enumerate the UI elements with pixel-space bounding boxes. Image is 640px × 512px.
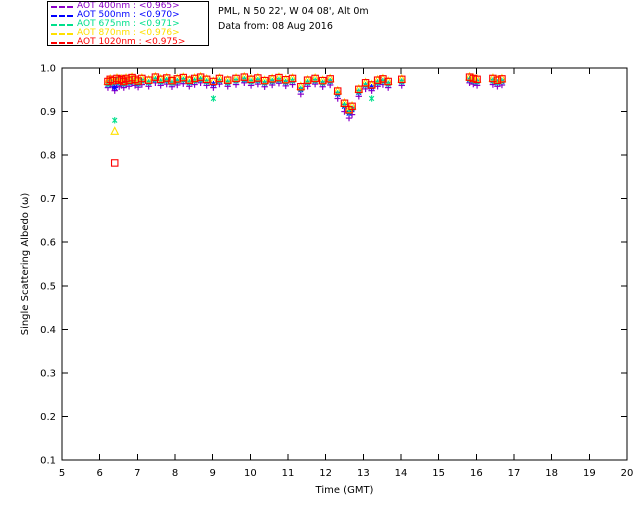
legend-line-swatch [51,14,73,17]
legend-line-swatch [51,32,73,35]
header-info: PML, N 50 22', W 04 08', Alt 0m Data fro… [218,4,369,34]
svg-text:0.6: 0.6 [40,238,56,249]
svg-text:0.4: 0.4 [40,325,56,336]
svg-text:10: 10 [244,468,257,479]
legend-line-swatch [51,5,73,8]
axis-ticks [61,67,628,461]
svg-text:6: 6 [96,468,102,479]
plot-axes [61,67,628,461]
svg-text:5: 5 [59,468,65,479]
svg-text:20: 20 [621,468,634,479]
svg-text:9: 9 [209,468,215,479]
svg-text:0.2: 0.2 [40,412,56,423]
legend-item: AOT 870nm : <0.976> [48,29,208,38]
site-location-line: PML, N 50 22', W 04 08', Alt 0m [218,6,369,17]
series-aot-1020nm [104,73,506,167]
svg-text:0.7: 0.7 [40,194,56,205]
series-aot-400nm [104,79,506,122]
svg-text:0.5: 0.5 [40,281,56,292]
svg-text:16: 16 [470,468,483,479]
legend-line-swatch [51,41,73,44]
svg-text:12: 12 [319,468,332,479]
svg-text:8: 8 [172,468,178,479]
legend-item: AOT 1020nm : <0.975> [48,37,208,46]
axis-titles: Time (GMT) Single Scattering Albedo (ω) [20,193,374,496]
svg-text:13: 13 [357,468,370,479]
legend: AOT 400nm : <0.965> AOT 500nm : <0.970> … [47,1,209,46]
legend-item-label: AOT 870nm : <0.976> [77,28,180,38]
svg-text:Single Scattering Albedo (ω): Single Scattering Albedo (ω) [20,193,31,336]
svg-text:7: 7 [134,468,140,479]
legend-item: AOT 675nm : <0.971> [48,20,208,29]
legend-item-label: AOT 500nm : <0.970> [77,10,180,20]
svg-text:15: 15 [432,468,445,479]
axis-tick-labels: 5 6 7 8 9 10 11 12 13 14 15 16 17 18 19 20 0.1 0.2 0.3 0.4 0… [40,64,633,480]
legend-item-label: AOT 675nm : <0.971> [77,19,180,29]
svg-text:17: 17 [508,468,521,479]
svg-text:0.8: 0.8 [40,151,56,162]
svg-text:14: 14 [395,468,408,479]
svg-text:19: 19 [583,468,596,479]
svg-text:18: 18 [545,468,558,479]
legend-item: AOT 400nm : <0.965> [48,2,208,11]
svg-text:0.3: 0.3 [40,368,56,379]
data-date-line: Data from: 08 Aug 2016 [218,21,333,32]
svg-text:1.0: 1.0 [40,64,56,75]
legend-line-swatch [51,23,73,26]
legend-item-label: AOT 400nm : <0.965> [77,1,180,11]
svg-text:0.9: 0.9 [40,107,56,118]
legend-item-label: AOT 1020nm : <0.975> [77,37,186,46]
data-markers [103,71,507,167]
series-aot-870nm [103,71,507,135]
svg-text:11: 11 [282,468,295,479]
svg-text:0.1: 0.1 [40,456,56,467]
legend-item: AOT 500nm : <0.970> [48,11,208,20]
svg-text:Time (GMT): Time (GMT) [315,485,374,496]
